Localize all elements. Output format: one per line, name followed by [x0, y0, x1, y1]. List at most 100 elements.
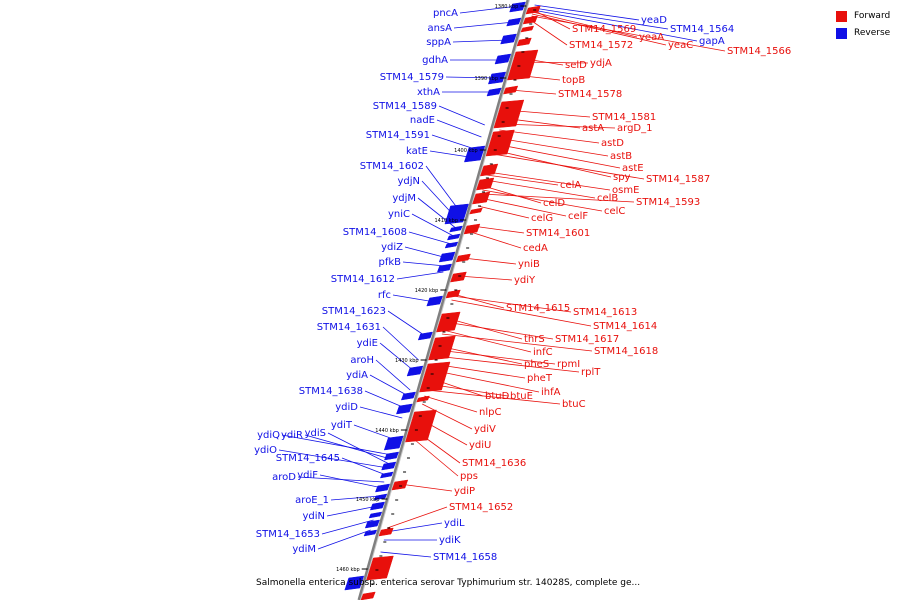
gene-label-ydja[interactable]: ydjA	[590, 58, 612, 69]
gene-label-rpmi[interactable]: rpmI	[557, 359, 580, 370]
gene-label-stm14-1618[interactable]: STM14_1618	[594, 346, 658, 357]
gene-label-stm14-1631[interactable]: STM14_1631	[317, 322, 381, 333]
gene-label-ydid[interactable]: ydiD	[335, 402, 358, 413]
reverse-feature-28	[344, 575, 365, 591]
gene-label-gdha[interactable]: gdhA	[422, 55, 448, 66]
gene-label-stm14-1572[interactable]: STM14_1572	[569, 40, 633, 51]
gene-label-ydiv[interactable]: ydiV	[474, 424, 496, 435]
gene-label-spy[interactable]: spy	[613, 172, 631, 183]
gene-label-kate[interactable]: katE	[406, 146, 428, 157]
gene-label-stm14-1601[interactable]: STM14_1601	[526, 228, 590, 239]
gene-label-celc[interactable]: celC	[604, 206, 625, 217]
gene-label-thrs[interactable]: thrS	[524, 334, 545, 345]
gene-label-stm14-1613[interactable]: STM14_1613	[573, 307, 637, 318]
gene-label-ydia[interactable]: ydiA	[346, 370, 368, 381]
gene-label-ydin[interactable]: ydiN	[302, 511, 325, 522]
gene-label-rfc[interactable]: rfc	[378, 290, 391, 301]
gene-label-stm14-1658[interactable]: STM14_1658	[433, 552, 497, 563]
gene-label-ydik[interactable]: ydiK	[439, 535, 461, 546]
gene-label-yead[interactable]: yeaD	[641, 15, 667, 26]
gene-label-stm14-1612[interactable]: STM14_1612	[331, 274, 395, 285]
gene-label-stm14-1564[interactable]: STM14_1564	[670, 24, 734, 35]
forward-feature-10	[472, 191, 491, 205]
gene-label-xtha[interactable]: xthA	[417, 87, 440, 98]
gene-label-ydiu[interactable]: ydiU	[469, 440, 491, 451]
gene-label-btud[interactable]: btuD	[485, 391, 510, 402]
forward-feature-11	[469, 207, 483, 215]
gene-label-celd[interactable]: celD	[543, 198, 565, 209]
gene-label-argd-1[interactable]: argD_1	[617, 123, 652, 134]
gene-label-stm14-1617[interactable]: STM14_1617	[555, 334, 619, 345]
forward-swatch	[836, 10, 847, 22]
gene-label-nlpc[interactable]: nlpC	[479, 407, 501, 418]
gene-label-ydif[interactable]: ydiF	[297, 470, 318, 481]
gene-label-stm14-1645[interactable]: STM14_1645	[276, 453, 340, 464]
gene-label-astd[interactable]: astD	[601, 138, 624, 149]
gene-label-stm14-1581[interactable]: STM14_1581	[592, 112, 656, 123]
gene-label-aroe-1[interactable]: aroE_1	[295, 495, 329, 506]
gene-label-nade[interactable]: nadE	[410, 115, 435, 126]
gene-label-astb[interactable]: astB	[610, 151, 632, 162]
gene-label-ydil[interactable]: ydiL	[444, 518, 465, 529]
gene-label-celg[interactable]: celG	[531, 213, 553, 224]
gene-label-stm14-1652[interactable]: STM14_1652	[449, 502, 513, 513]
gene-label-btuc[interactable]: btuC	[562, 399, 586, 410]
gene-label-ihfa[interactable]: ihfA	[541, 387, 561, 398]
gene-label-pnca[interactable]: pncA	[433, 8, 458, 19]
gene-label-phet[interactable]: pheT	[527, 373, 553, 384]
gene-label-stm14-1653[interactable]: STM14_1653	[256, 529, 320, 540]
gene-label-stm14-1587[interactable]: STM14_1587	[646, 174, 710, 185]
gene-label-ydiz[interactable]: ydiZ	[381, 242, 403, 253]
gene-label-pps[interactable]: pps	[460, 471, 478, 482]
gene-label-cela[interactable]: celA	[560, 180, 581, 191]
gene-label-ynic[interactable]: yniC	[388, 209, 410, 220]
gene-label-gapa[interactable]: gapA	[699, 36, 725, 47]
gene-label-ydis[interactable]: ydiS	[305, 428, 326, 439]
gene-label-ydip[interactable]: ydiP	[454, 486, 475, 497]
gene-label-topb[interactable]: topB	[562, 75, 585, 86]
gene-label-ydit[interactable]: ydiT	[331, 420, 353, 431]
gene-label-pfkb[interactable]: pfkB	[378, 257, 401, 268]
gene-label-stm14-1579[interactable]: STM14_1579	[380, 72, 444, 83]
gene-label-osme[interactable]: osmE	[612, 185, 639, 196]
gene-label-ydim[interactable]: ydiM	[292, 544, 316, 555]
gene-label-yeac[interactable]: yeaC	[668, 40, 693, 51]
gene-label-ydio[interactable]: ydiO	[254, 445, 277, 456]
gene-label-stm14-1589[interactable]: STM14_1589	[373, 101, 437, 112]
gene-label-stm14-1566[interactable]: STM14_1566	[727, 46, 791, 57]
gene-label-stm14-1602[interactable]: STM14_1602	[360, 161, 424, 172]
gene-label-ansa[interactable]: ansA	[427, 23, 452, 34]
gene-label-ydjm[interactable]: ydjM	[392, 193, 416, 204]
gene-label-rplt[interactable]: rplT	[581, 367, 601, 378]
gene-label-ynib[interactable]: yniB	[518, 259, 540, 270]
gene-label-arod[interactable]: aroD	[272, 472, 296, 483]
gene-label-aste[interactable]: astE	[622, 163, 644, 174]
gene-label-btue[interactable]: btuE	[510, 391, 533, 402]
gene-label-celf[interactable]: celF	[568, 211, 588, 222]
gene-label-ydiy[interactable]: ydiY	[514, 275, 536, 286]
gene-label-ydir[interactable]: ydiR	[281, 430, 303, 441]
gene-label-sppa[interactable]: sppA	[426, 37, 451, 48]
gene-label-stm14-1636[interactable]: STM14_1636	[462, 458, 526, 469]
gene-label-aroh[interactable]: aroH	[350, 355, 374, 366]
gene-label-stm14-1569[interactable]: STM14_1569	[572, 24, 636, 35]
gene-label-yeaa[interactable]: yeaA	[639, 32, 664, 43]
gene-label-stm14-1615[interactable]: STM14_1615	[506, 303, 570, 314]
gene-label-asta[interactable]: astA	[582, 123, 604, 134]
gene-label-stm14-1578[interactable]: STM14_1578	[558, 89, 622, 100]
gene-label-ydiq[interactable]: ydiQ	[257, 430, 280, 441]
gene-label-phes[interactable]: pheS	[524, 359, 549, 370]
gene-label-stm14-1638[interactable]: STM14_1638	[299, 386, 363, 397]
gene-label-ydie[interactable]: ydiE	[357, 338, 378, 349]
gene-label-ceda[interactable]: cedA	[523, 243, 548, 254]
gene-label-seld[interactable]: selD	[565, 60, 587, 71]
gene-label-stm14-1591[interactable]: STM14_1591	[366, 130, 430, 141]
reverse-feature-17	[396, 403, 413, 415]
gene-label-ydjn[interactable]: ydjN	[397, 176, 420, 187]
gene-label-infc[interactable]: infC	[533, 347, 553, 358]
gene-label-stm14-1614[interactable]: STM14_1614	[593, 321, 657, 332]
gene-label-stm14-1593[interactable]: STM14_1593	[636, 197, 700, 208]
gene-label-stm14-1623[interactable]: STM14_1623	[322, 306, 386, 317]
gene-label-celb[interactable]: celB	[597, 193, 618, 204]
gene-label-stm14-1608[interactable]: STM14_1608	[343, 227, 407, 238]
